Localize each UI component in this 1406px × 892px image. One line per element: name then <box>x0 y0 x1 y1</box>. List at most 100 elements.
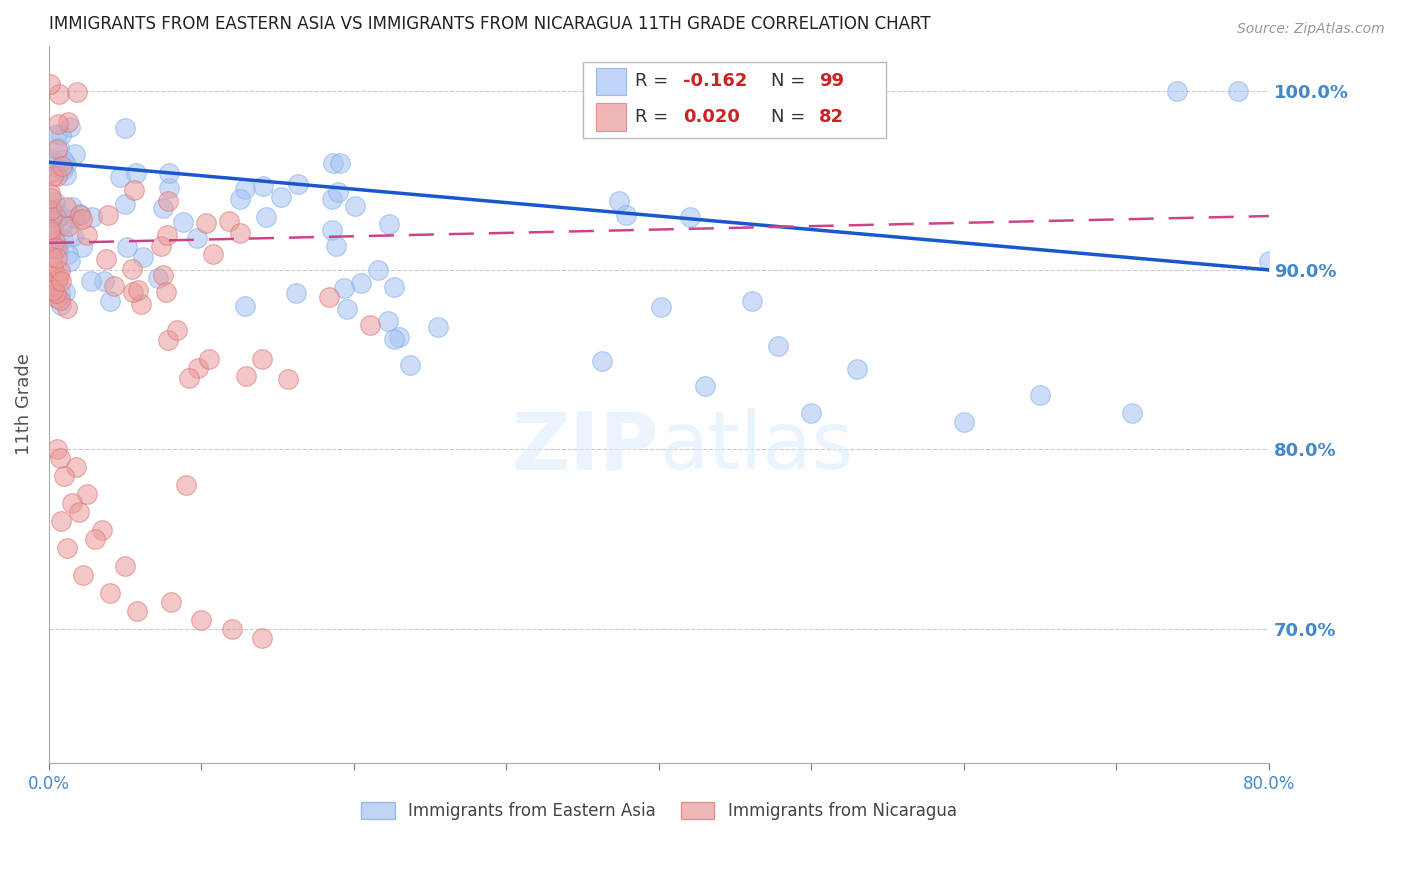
Point <box>156 194 179 208</box>
Point <box>69 505 91 519</box>
Point <box>44 213 66 227</box>
Point <box>325 238 347 252</box>
Point <box>46 291 69 305</box>
Point <box>800 406 823 420</box>
Point <box>155 285 177 299</box>
Point <box>52 163 75 178</box>
Point <box>187 361 209 376</box>
Point <box>42 283 65 297</box>
Point <box>49 286 72 301</box>
Point <box>51 219 73 233</box>
Point <box>48 87 70 101</box>
Point <box>45 286 67 301</box>
Text: 0.020: 0.020 <box>683 108 740 126</box>
Point <box>69 209 91 223</box>
Point <box>1227 83 1250 97</box>
Point <box>55 157 77 171</box>
Point <box>108 170 131 185</box>
Text: 99: 99 <box>820 72 844 90</box>
Point <box>250 352 273 367</box>
Point <box>152 202 174 216</box>
Point <box>318 290 340 304</box>
Point <box>198 351 221 366</box>
Point <box>45 442 67 457</box>
Point <box>382 280 405 294</box>
Text: R =: R = <box>636 108 673 126</box>
Point <box>53 469 76 483</box>
Point <box>52 153 75 167</box>
Point <box>82 210 104 224</box>
Point <box>48 141 70 155</box>
Point <box>72 239 94 253</box>
Point <box>127 283 149 297</box>
Point <box>80 274 103 288</box>
Point <box>160 595 183 609</box>
Point <box>66 85 89 99</box>
Point <box>56 541 79 555</box>
Point <box>41 234 63 248</box>
Text: ZIP: ZIP <box>512 409 659 486</box>
Point <box>426 320 449 334</box>
Point <box>166 323 188 337</box>
Point <box>195 216 218 230</box>
Point <box>97 208 120 222</box>
Point <box>336 302 359 317</box>
Point <box>49 128 72 142</box>
Point <box>48 270 70 285</box>
Point <box>157 181 180 195</box>
Point <box>42 220 65 235</box>
Point <box>39 77 62 91</box>
Point <box>63 211 86 225</box>
Point <box>125 166 148 180</box>
Point <box>51 162 73 177</box>
Point <box>149 239 172 253</box>
Point <box>41 165 63 179</box>
Point <box>650 301 672 315</box>
Point <box>56 301 79 315</box>
Point <box>270 190 292 204</box>
Point <box>72 567 94 582</box>
Point <box>45 252 67 266</box>
Point <box>52 232 75 246</box>
Point <box>127 604 149 618</box>
Point <box>132 250 155 264</box>
Point <box>156 228 179 243</box>
Point <box>254 210 277 224</box>
Point <box>48 293 70 308</box>
Point <box>91 523 114 537</box>
Legend: Immigrants from Eastern Asia, Immigrants from Nicaragua: Immigrants from Eastern Asia, Immigrants… <box>354 795 963 827</box>
Point <box>122 285 145 299</box>
Point <box>45 204 67 219</box>
Point <box>94 252 117 266</box>
Point <box>122 183 145 197</box>
Point <box>233 182 256 196</box>
Point <box>51 514 73 528</box>
Point <box>387 330 409 344</box>
Point <box>741 293 763 308</box>
Point <box>1121 406 1143 420</box>
Point <box>179 371 201 385</box>
Point <box>344 199 367 213</box>
Point <box>252 179 274 194</box>
Point <box>846 361 869 376</box>
Point <box>1258 253 1281 268</box>
Point <box>129 297 152 311</box>
Point <box>156 334 179 348</box>
Point <box>49 274 72 288</box>
Point <box>114 197 136 211</box>
Point <box>287 178 309 192</box>
Point <box>321 192 343 206</box>
Y-axis label: 11th Grade: 11th Grade <box>15 353 32 455</box>
Text: -0.162: -0.162 <box>683 72 748 90</box>
Point <box>41 191 63 205</box>
Point <box>65 460 87 475</box>
Point <box>115 240 138 254</box>
Bar <box>596 68 626 95</box>
Point <box>322 156 344 170</box>
Point <box>39 186 62 201</box>
Point <box>39 225 62 239</box>
Point <box>693 379 716 393</box>
Point <box>114 558 136 573</box>
Point <box>333 280 356 294</box>
Point <box>367 263 389 277</box>
